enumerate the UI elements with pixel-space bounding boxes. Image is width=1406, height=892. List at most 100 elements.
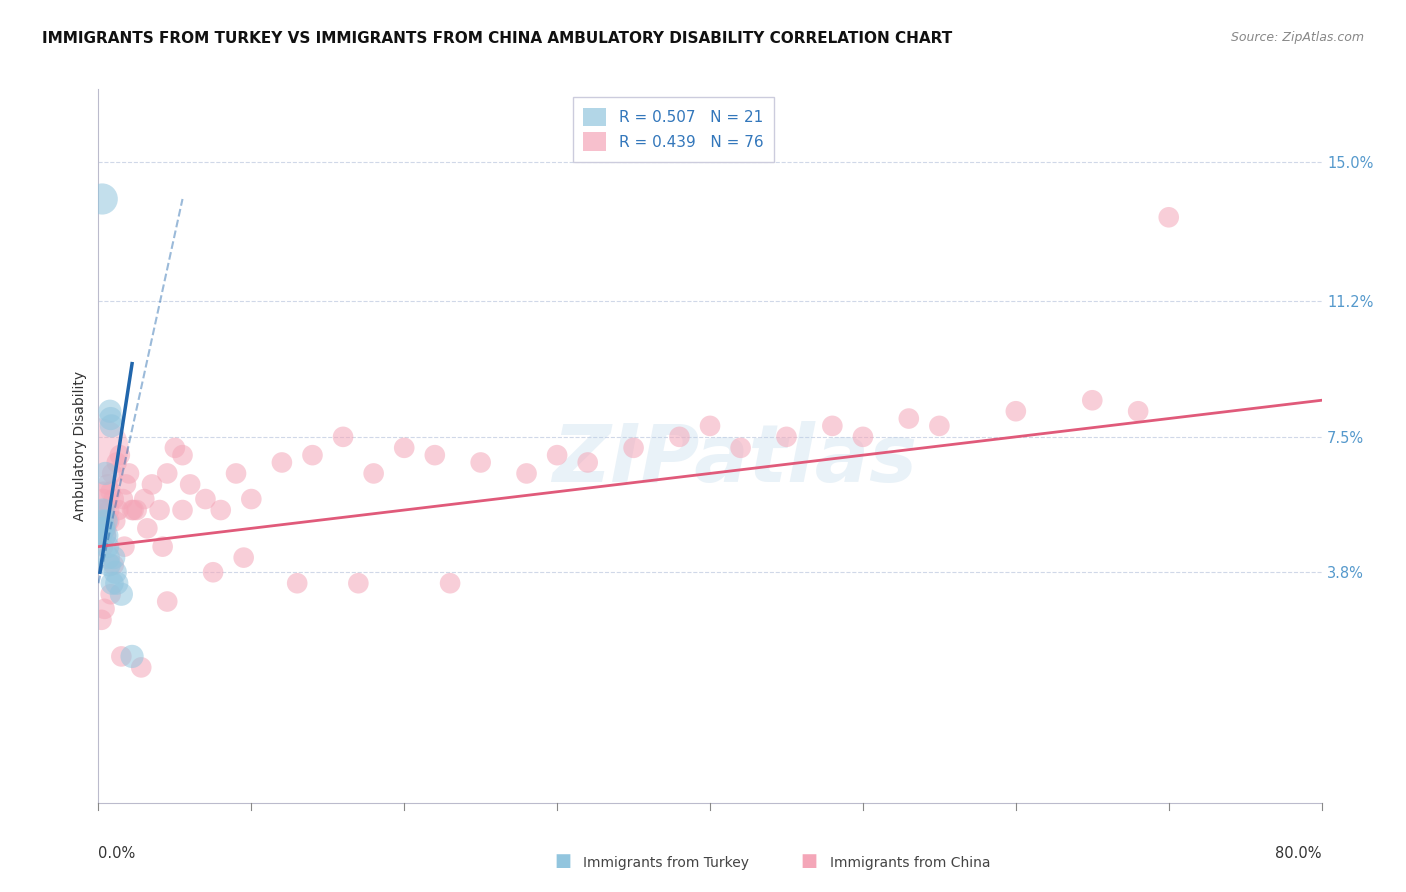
Point (93, 503, 115, 517)
Point (93, 602, 115, 616)
Text: 0.0%: 0.0% (98, 846, 135, 861)
Point (103, 491, 125, 506)
Point (270, 455, 294, 469)
Point (363, 467, 385, 481)
Point (98, 503, 121, 517)
Point (1157, 211, 1180, 225)
Point (93, 529, 115, 543)
Text: ■: ■ (554, 852, 571, 870)
Point (202, 566, 225, 580)
Point (141, 477, 163, 491)
Point (121, 649, 143, 664)
Point (94, 514, 117, 528)
Point (98, 514, 121, 528)
Point (623, 441, 645, 455)
Point (730, 441, 752, 455)
Y-axis label: Ambulatory Disability: Ambulatory Disability (73, 371, 87, 521)
Text: ■: ■ (800, 852, 817, 870)
Point (110, 587, 132, 601)
Point (225, 467, 247, 481)
Point (107, 503, 129, 517)
Point (91, 540, 114, 554)
Point (347, 576, 370, 591)
Point (163, 441, 186, 455)
Point (110, 649, 132, 664)
Point (152, 540, 174, 554)
Point (1081, 393, 1104, 408)
Point (90, 514, 112, 528)
Point (91, 503, 114, 517)
Point (97, 540, 120, 554)
Point (156, 467, 179, 481)
Point (232, 550, 254, 565)
Point (103, 550, 125, 565)
Point (105, 455, 128, 469)
Point (93, 521, 115, 535)
Point (90, 529, 112, 543)
Point (94, 529, 117, 543)
Point (897, 411, 920, 425)
Point (172, 448, 194, 462)
Point (97, 477, 120, 491)
Point (134, 491, 156, 506)
Point (301, 448, 323, 462)
Point (136, 521, 159, 535)
Point (94, 467, 117, 481)
Point (118, 467, 141, 481)
Point (104, 566, 127, 580)
Point (91, 192, 114, 206)
Point (1004, 404, 1026, 418)
Point (108, 448, 131, 462)
Point (121, 503, 143, 517)
Point (115, 477, 138, 491)
Point (104, 514, 127, 528)
Point (111, 491, 134, 506)
Point (516, 467, 538, 481)
Point (98, 558, 121, 572)
Point (98, 404, 121, 418)
Text: Immigrants from China: Immigrants from China (830, 855, 990, 870)
Point (928, 418, 950, 433)
Point (90, 613, 112, 627)
Point (112, 540, 135, 554)
Point (122, 503, 145, 517)
Point (423, 448, 446, 462)
Point (105, 576, 128, 591)
Point (285, 576, 308, 591)
Point (96, 529, 118, 543)
Point (332, 430, 354, 444)
Text: ZIPatlas: ZIPatlas (553, 421, 917, 500)
Point (172, 503, 194, 517)
Text: Source: ZipAtlas.com: Source: ZipAtlas.com (1230, 31, 1364, 45)
Point (94, 514, 117, 528)
Point (470, 455, 492, 469)
Text: 80.0%: 80.0% (1275, 846, 1322, 861)
Point (668, 430, 690, 444)
Point (93, 484, 115, 499)
Text: Immigrants from Turkey: Immigrants from Turkey (583, 855, 749, 870)
Point (90, 521, 112, 535)
Point (91, 503, 114, 517)
Point (101, 576, 124, 591)
Point (209, 503, 232, 517)
Point (100, 411, 122, 425)
Point (125, 503, 148, 517)
Point (699, 418, 721, 433)
Point (194, 491, 217, 506)
Point (439, 576, 461, 591)
Point (1128, 404, 1150, 418)
Legend: R = 0.507   N = 21, R = 0.439   N = 76: R = 0.507 N = 21, R = 0.439 N = 76 (572, 97, 773, 161)
Point (94, 521, 117, 535)
Point (775, 430, 797, 444)
Point (179, 477, 201, 491)
Point (129, 660, 152, 674)
Point (546, 448, 568, 462)
Point (156, 594, 179, 608)
Point (852, 430, 875, 444)
Point (821, 418, 844, 433)
Point (149, 503, 172, 517)
Point (240, 491, 263, 506)
Point (90, 529, 112, 543)
Point (103, 558, 125, 572)
Point (100, 484, 122, 499)
